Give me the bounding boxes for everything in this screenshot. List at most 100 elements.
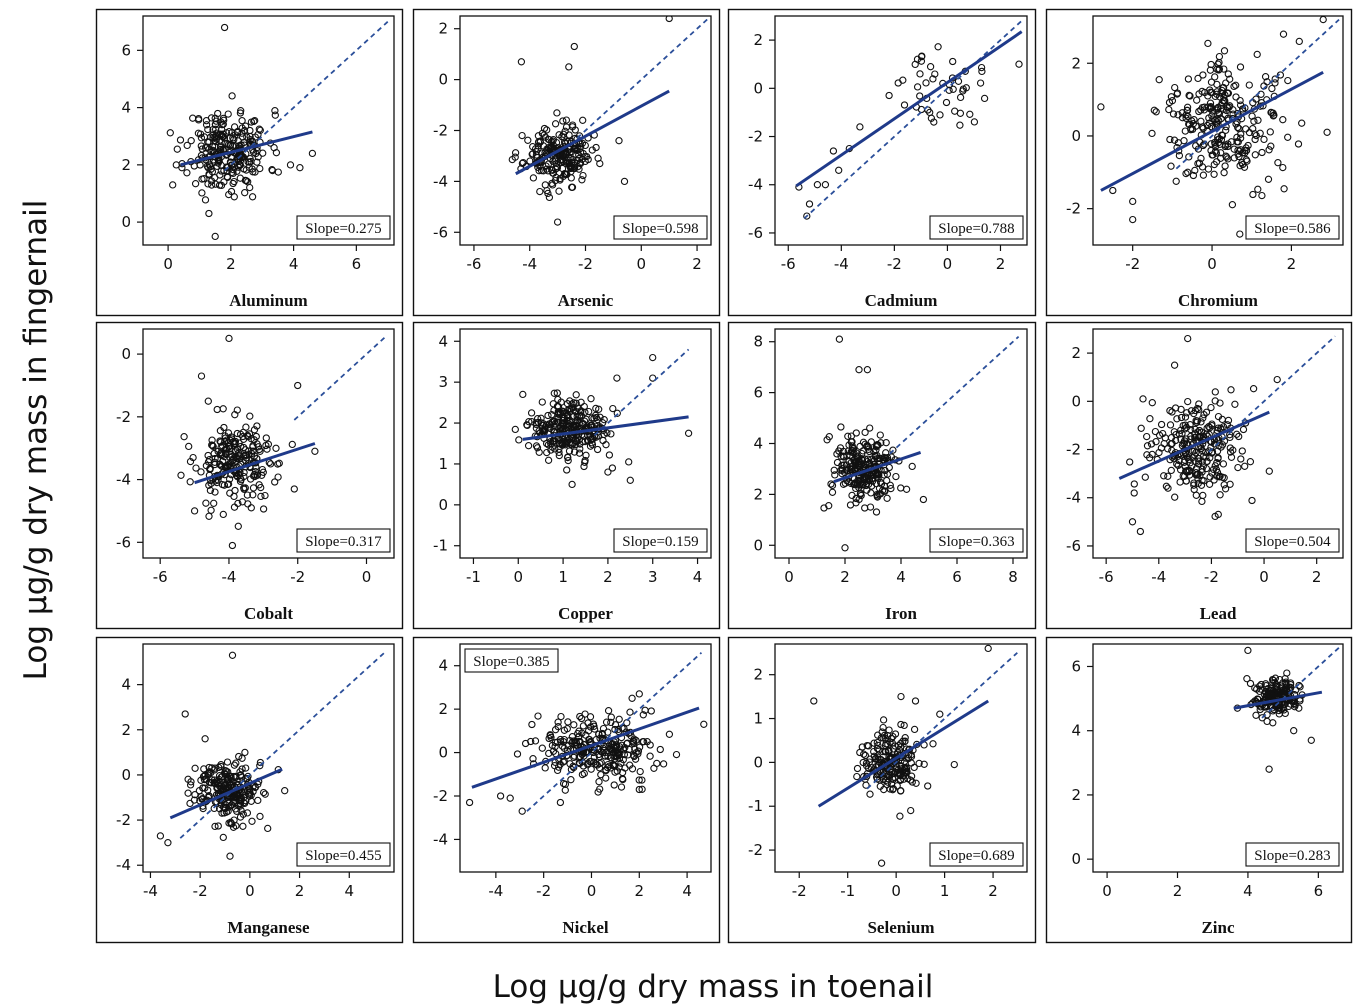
x-tick-label: -4 xyxy=(1151,568,1166,586)
y-tick-label: 2 xyxy=(753,31,763,49)
y-tick-label: -2 xyxy=(1066,441,1081,459)
y-tick-label: 0 xyxy=(753,536,763,554)
x-tick-label: 6 xyxy=(952,568,962,586)
x-tick-label: 0 xyxy=(943,255,953,273)
y-tick-label: -1 xyxy=(433,537,448,555)
panel-x-label: Lead xyxy=(1200,604,1237,623)
x-tick-label: 2 xyxy=(635,882,645,900)
slope-label: Slope=0.788 xyxy=(938,221,1014,237)
x-tick-label: -2 xyxy=(792,882,807,900)
figure-y-axis-label: Log µg/g dry mass in fingernail xyxy=(18,200,54,681)
panel-x-label: Manganese xyxy=(227,918,310,937)
x-tick-label: -6 xyxy=(153,568,168,586)
y-tick-label: 2 xyxy=(753,485,763,503)
panel-x-label: Cobalt xyxy=(244,604,293,623)
panel-copper: -1 0 1 2 3 4-101234CopperSlope=0.159 xyxy=(414,323,720,629)
y-tick-label: 0 xyxy=(753,79,763,97)
x-tick-label: 0 xyxy=(163,255,173,273)
y-tick-label: 0 xyxy=(121,213,131,231)
y-tick-label: 8 xyxy=(753,333,763,351)
x-tick-label: 2 xyxy=(996,255,1006,273)
x-tick-label: 4 xyxy=(289,255,299,273)
plot-area xyxy=(460,644,711,872)
panel-x-label: Arsenic xyxy=(558,291,614,310)
x-tick-label: 4 xyxy=(344,882,354,900)
slope-label: Slope=0.385 xyxy=(473,654,549,670)
x-tick-label: -4 xyxy=(522,255,537,273)
y-tick-label: -2 xyxy=(1066,200,1081,218)
panel-chromium: -2 0 2-202ChromiumSlope=0.586 xyxy=(1047,10,1352,316)
x-tick-label: -4 xyxy=(143,882,158,900)
y-tick-label: 0 xyxy=(1071,127,1081,145)
x-tick-label: -2 xyxy=(1125,255,1140,273)
y-tick-label: -2 xyxy=(433,787,448,805)
x-tick-label: -2 xyxy=(193,882,208,900)
y-tick-label: 0 xyxy=(753,753,763,771)
x-tick-label: -1 xyxy=(840,882,855,900)
y-tick-label: -6 xyxy=(1066,537,1081,555)
panel-x-label: Copper xyxy=(558,604,613,623)
x-tick-label: 4 xyxy=(1243,882,1253,900)
y-tick-label: -2 xyxy=(748,841,763,859)
x-tick-label: 0 xyxy=(1259,568,1269,586)
panel-lead: -6 -4 -2 0 2-6-4-202LeadSlope=0.504 xyxy=(1047,323,1352,629)
slope-label: Slope=0.283 xyxy=(1254,848,1330,864)
y-tick-label: 0 xyxy=(121,345,131,363)
y-tick-label: 4 xyxy=(121,99,131,117)
y-tick-label: 2 xyxy=(438,700,448,718)
panel-nickel: -4 -2 0 2 4-4-2024NickelSlope=0.385 xyxy=(414,638,720,943)
x-tick-label: 4 xyxy=(693,568,703,586)
slope-label: Slope=0.159 xyxy=(622,534,698,550)
x-tick-label: -6 xyxy=(466,255,481,273)
x-tick-label: -6 xyxy=(1099,568,1114,586)
x-tick-label: 8 xyxy=(1008,568,1018,586)
panel-cobalt: -6 -4 -2 0 -6 -4 -2 0 Cobalt Slope=0.317 xyxy=(97,323,403,629)
x-tick-label: 2 xyxy=(1173,882,1183,900)
panel-iron: 0 2 4 6 802468IronSlope=0.363 xyxy=(729,323,1036,629)
y-tick-label: -6 xyxy=(748,224,763,242)
x-tick-label: -4 xyxy=(834,255,849,273)
x-tick-label: 2 xyxy=(988,882,998,900)
x-tick-label: -2 xyxy=(578,255,593,273)
y-tick-label: 4 xyxy=(438,332,448,350)
slope-label: Slope=0.275 xyxy=(305,221,381,237)
y-tick-label: 0 xyxy=(1071,850,1081,868)
y-tick-label: 6 xyxy=(753,384,763,402)
x-tick-label: -2 xyxy=(536,882,551,900)
x-tick-label: 0 xyxy=(245,882,255,900)
y-tick-label: 2 xyxy=(753,666,763,684)
panel-x-label: Zinc xyxy=(1201,918,1235,937)
x-tick-label: 2 xyxy=(226,255,236,273)
x-tick-label: 4 xyxy=(682,882,692,900)
x-tick-label: 0 xyxy=(362,568,372,586)
y-tick-label: -2 xyxy=(433,122,448,140)
x-tick-label: 1 xyxy=(558,568,568,586)
y-tick-label: -2 xyxy=(116,811,131,829)
x-tick-label: -2 xyxy=(1204,568,1219,586)
slope-label: Slope=0.504 xyxy=(1254,534,1331,550)
panel-cadmium: -6 -4 -2 0 2-6-4-202CadmiumSlope=0.788 xyxy=(729,10,1036,316)
x-tick-label: 0 xyxy=(891,882,901,900)
y-tick-label: 4 xyxy=(1071,722,1081,740)
x-tick-label: 2 xyxy=(603,568,613,586)
y-tick-label: 2 xyxy=(1071,54,1081,72)
x-tick-label: 2 xyxy=(840,568,850,586)
y-tick-label: 0 xyxy=(438,744,448,762)
slope-label: Slope=0.689 xyxy=(938,848,1014,864)
y-tick-label: 0 xyxy=(1071,392,1081,410)
slope-label: Slope=0.317 xyxy=(305,534,382,550)
x-tick-label: 0 xyxy=(1207,255,1217,273)
y-tick-label: 2 xyxy=(121,721,131,739)
y-tick-label: 6 xyxy=(121,41,131,59)
slope-label: Slope=0.586 xyxy=(1254,221,1331,237)
panel-arsenic: -6 -4 -2 0 2-6-4-202ArsenicSlope=0.598 xyxy=(414,10,720,316)
x-tick-label: 2 xyxy=(1312,568,1322,586)
x-tick-label: 0 xyxy=(513,568,523,586)
x-tick-label: 0 xyxy=(784,568,794,586)
x-tick-label: 4 xyxy=(896,568,906,586)
x-tick-label: 6 xyxy=(352,255,362,273)
panel-x-label: Selenium xyxy=(867,918,934,937)
panel-x-label: Nickel xyxy=(562,918,609,937)
y-tick-label: -2 xyxy=(748,128,763,146)
